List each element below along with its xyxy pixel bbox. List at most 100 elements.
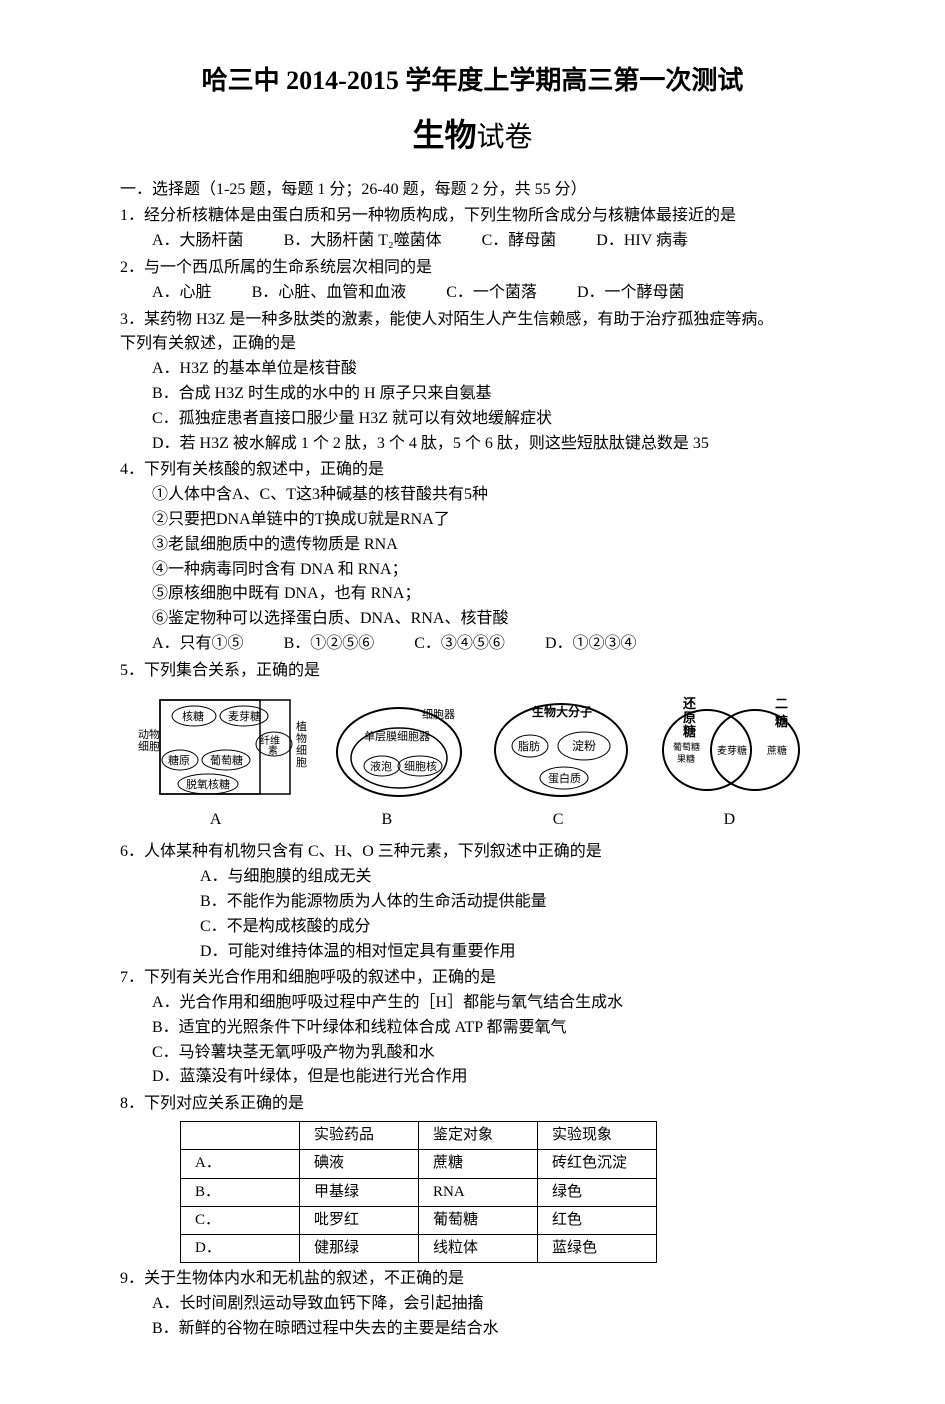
- svg-text:脱氧核糖: 脱氧核糖: [186, 777, 230, 791]
- question-1: 1．经分析核糖体是由蛋白质和另一种物质构成，下列生物所含成分与核糖体最接近的是 …: [120, 204, 825, 254]
- q4-opt-a: A．只有①⑤: [152, 632, 244, 657]
- q3-opt-b: B．合成 H3Z 时生成的水中的 H 原子只来自氨基: [120, 382, 825, 407]
- svg-text:植: 植: [296, 719, 307, 733]
- q6-opt-d: D．可能对维持体温的相对恒定具有重要作用: [120, 940, 825, 965]
- svg-text:细胞器: 细胞器: [422, 708, 455, 721]
- svg-text:还: 还: [682, 696, 697, 711]
- q1-opt-c: C．酵母菌: [482, 229, 557, 254]
- svg-text:脂肪: 脂肪: [518, 739, 540, 753]
- svg-text:蔗糖: 蔗糖: [767, 744, 787, 757]
- q4-s6: ⑥鉴定物种可以选择蛋白质、DNA、RNA、核苷酸: [120, 607, 825, 632]
- question-6: 6．人体某种有机物只含有 C、H、O 三种元素，下列叙述中正确的是 A．与细胞膜…: [120, 840, 825, 964]
- svg-text:葡萄糖: 葡萄糖: [673, 741, 700, 752]
- q5-diagrams: 动物 细胞 植 物 细 胞 核糖 麦芽糖 纤维 素 糖原 葡萄糖: [120, 694, 825, 804]
- svg-text:蛋白质: 蛋白质: [548, 771, 581, 785]
- table-row: B． 甲基绿 RNA 绿色: [181, 1178, 657, 1206]
- svg-text:糖: 糖: [683, 724, 696, 739]
- svg-text:动物: 动物: [138, 727, 160, 741]
- q4-s5: ⑤原核细胞中既有 DNA，也有 RNA；: [120, 582, 825, 607]
- q7-stem: 7．下列有关光合作用和细胞呼吸的叙述中，正确的是: [120, 966, 825, 991]
- svg-text:麦芽糖: 麦芽糖: [228, 709, 261, 723]
- q4-opt-c: C．③④⑤⑥: [414, 632, 505, 657]
- q1-opt-a: A．大肠杆菌: [152, 229, 244, 254]
- q3-opt-d: D．若 H3Z 被水解成 1 个 2 肽，3 个 4 肽，5 个 6 肽，则这些…: [120, 432, 825, 457]
- q5-label-c: C: [478, 808, 638, 833]
- th-result: 实验现象: [538, 1122, 657, 1150]
- svg-text:单层膜细胞器: 单层膜细胞器: [364, 730, 430, 743]
- q3-opt-c: C．孤独症患者直接口服少量 H3Z 就可以有效地缓解症状: [120, 407, 825, 432]
- section-header: 一．选择题（1-25 题，每题 1 分；26-40 题，每题 2 分，共 55 …: [120, 177, 825, 203]
- q7-opt-a: A．光合作用和细胞呼吸过程中产生的［H］都能与氧气结合生成水: [120, 991, 825, 1016]
- svg-text:糖原: 糖原: [168, 753, 190, 767]
- q5-stem: 5．下列集合关系，正确的是: [120, 659, 825, 684]
- svg-text:细胞核: 细胞核: [404, 759, 437, 773]
- q3-opt-a: A．H3Z 的基本单位是核苷酸: [120, 357, 825, 382]
- q4-opt-b: B．①②⑤⑥: [284, 632, 375, 657]
- svg-text:糖: 糖: [775, 714, 788, 729]
- page-title-main: 哈三中 2014-2015 学年度上学期高三第一次测试: [120, 60, 825, 102]
- q2-opt-a: A．心脏: [152, 281, 212, 306]
- q7-opt-b: B．适宜的光照条件下叶绿体和线粒体合成 ATP 都需要氧气: [120, 1016, 825, 1041]
- q4-s2: ②只要把DNA单链中的T换成U就是RNA了: [120, 508, 825, 533]
- q2-opt-c: C．一个菌落: [446, 281, 537, 306]
- table-row: D． 健那绿 线粒体 蓝绿色: [181, 1235, 657, 1263]
- q3-stem1: 3．某药物 H3Z 是一种多肽类的激素，能使人对陌生人产生信赖感，有助于治疗孤独…: [120, 308, 825, 333]
- q6-opt-b: B．不能作为能源物质为人体的生命活动提供能量: [120, 890, 825, 915]
- svg-text:素: 素: [268, 744, 278, 757]
- q4-opt-d: D．①②③④: [545, 632, 637, 657]
- q5-label-a: A: [136, 808, 296, 833]
- svg-text:液泡: 液泡: [370, 759, 392, 773]
- question-2: 2．与一个西瓜所属的生命系统层次相同的是 A．心脏 B．心脏、血管和血液 C．一…: [120, 256, 825, 306]
- question-5: 5．下列集合关系，正确的是 动物 细胞 植 物 细 胞 核糖 麦芽糖 纤维 素: [120, 659, 825, 833]
- q7-opt-c: C．马铃薯块茎无氧呼吸产物为乳酸和水: [120, 1041, 825, 1066]
- svg-text:二: 二: [775, 696, 788, 711]
- svg-text:生物大分子: 生物大分子: [532, 704, 592, 719]
- q8-table: 实验药品 鉴定对象 实验现象 A． 碘液 蔗糖 砖红色沉淀 B． 甲基绿 RNA…: [180, 1121, 657, 1263]
- q9-stem: 9．关于生物体内水和无机盐的叙述，不正确的是: [120, 1267, 825, 1292]
- q8-stem: 8．下列对应关系正确的是: [120, 1092, 825, 1117]
- q9-opt-a: A．长时间剧烈运动导致血钙下降，会引起抽搐: [120, 1292, 825, 1317]
- svg-text:麦芽糖: 麦芽糖: [717, 744, 747, 757]
- q1-opt-b: B．大肠杆菌 T₂噬菌体: [284, 229, 442, 254]
- q5-diagram-d: 还 原 糖 二 糖 葡萄糖 果糖 麦芽糖 蔗糖: [649, 694, 809, 804]
- q3-stem2: 下列有关叙述，正确的是: [120, 332, 825, 357]
- question-3: 3．某药物 H3Z 是一种多肽类的激素，能使人对陌生人产生信赖感，有助于治疗孤独…: [120, 308, 825, 457]
- svg-text:果糖: 果糖: [677, 753, 695, 764]
- svg-text:细: 细: [296, 744, 307, 757]
- page-title-sub: 生物试卷: [120, 110, 825, 161]
- q2-stem: 2．与一个西瓜所属的生命系统层次相同的是: [120, 256, 825, 281]
- svg-text:原: 原: [683, 710, 696, 725]
- svg-text:细胞: 细胞: [138, 740, 160, 753]
- q1-stem: 1．经分析核糖体是由蛋白质和另一种物质构成，下列生物所含成分与核糖体最接近的是: [120, 204, 825, 229]
- q9-opt-b: B．新鲜的谷物在晾晒过程中失去的主要是结合水: [120, 1317, 825, 1342]
- svg-text:物: 物: [296, 731, 307, 745]
- title-tail: 试卷: [477, 122, 533, 153]
- q6-opt-a: A．与细胞膜的组成无关: [120, 865, 825, 890]
- th-blank: [181, 1122, 300, 1150]
- q7-opt-d: D．蓝藻没有叶绿体，但是也能进行光合作用: [120, 1065, 825, 1090]
- svg-text:核糖: 核糖: [182, 709, 204, 723]
- q5-label-d: D: [649, 808, 809, 833]
- question-9: 9．关于生物体内水和无机盐的叙述，不正确的是 A．长时间剧烈运动导致血钙下降，会…: [120, 1267, 825, 1341]
- q5-diagram-a: 动物 细胞 植 物 细 胞 核糖 麦芽糖 纤维 素 糖原 葡萄糖: [136, 694, 311, 804]
- svg-text:葡萄糖: 葡萄糖: [210, 753, 243, 767]
- table-row: C． 吡罗红 葡萄糖 红色: [181, 1206, 657, 1234]
- svg-text:淀粉: 淀粉: [572, 739, 596, 753]
- q6-opt-c: C．不是构成核酸的成分: [120, 915, 825, 940]
- svg-text:胞: 胞: [296, 756, 307, 769]
- q4-s4: ④一种病毒同时含有 DNA 和 RNA；: [120, 558, 825, 583]
- q4-s3: ③老鼠细胞质中的遗传物质是 RNA: [120, 533, 825, 558]
- q4-stem: 4．下列有关核酸的叙述中，正确的是: [120, 458, 825, 483]
- question-4: 4．下列有关核酸的叙述中，正确的是 ①人体中含A、C、T这3种碱基的核苷酸共有5…: [120, 458, 825, 656]
- q6-stem: 6．人体某种有机物只含有 C、H、O 三种元素，下列叙述中正确的是: [120, 840, 825, 865]
- title-cursive: 生物: [412, 117, 476, 153]
- q2-opt-b: B．心脏、血管和血液: [252, 281, 407, 306]
- q5-labels: A B C D: [120, 808, 825, 833]
- q2-opt-d: D．一个酵母菌: [577, 281, 685, 306]
- q4-s1: ①人体中含A、C、T这3种碱基的核苷酸共有5种: [120, 483, 825, 508]
- table-row: A． 碘液 蔗糖 砖红色沉淀: [181, 1150, 657, 1178]
- th-target: 鉴定对象: [419, 1122, 538, 1150]
- q1-opt-d: D．HIV 病毒: [596, 229, 688, 254]
- question-8: 8．下列对应关系正确的是 实验药品 鉴定对象 实验现象 A． 碘液 蔗糖 砖红色…: [120, 1092, 825, 1263]
- q5-label-b: B: [307, 808, 467, 833]
